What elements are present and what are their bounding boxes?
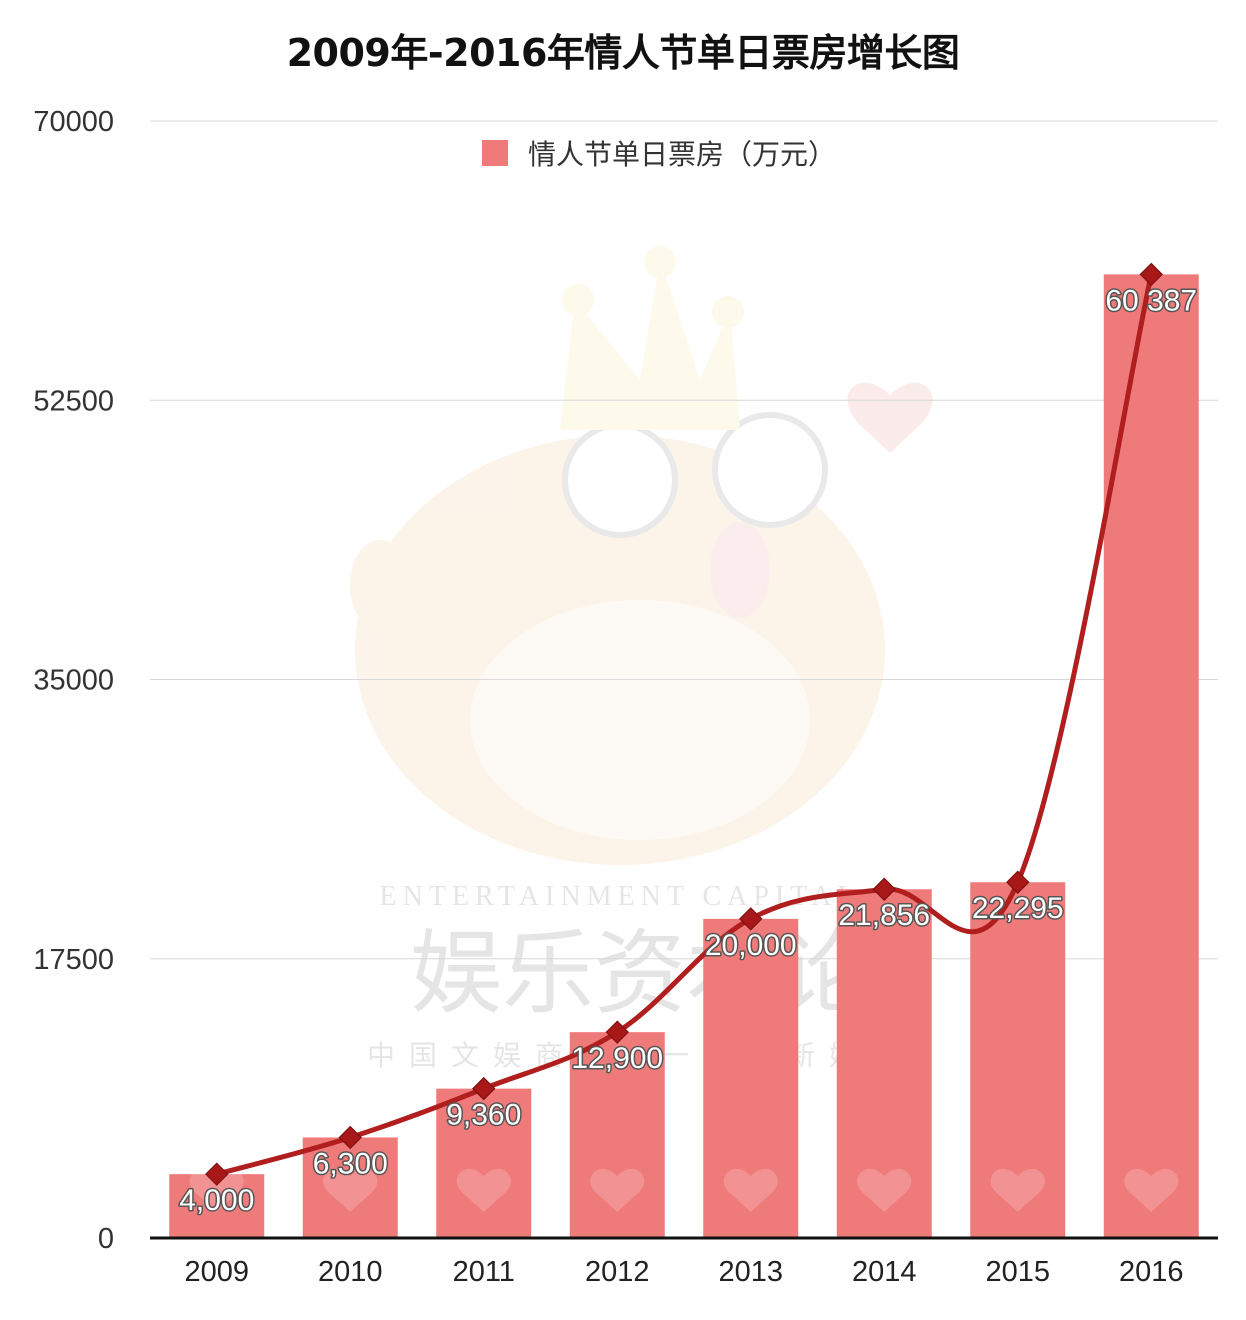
data-label: 60 387 <box>1105 284 1197 317</box>
bar <box>970 882 1066 1238</box>
x-tick-label: 2016 <box>1119 1256 1184 1288</box>
x-tick-label: 2011 <box>453 1256 515 1288</box>
data-label: 9,360 <box>446 1099 521 1132</box>
bar <box>569 1032 665 1238</box>
x-tick-label: 2013 <box>718 1256 783 1288</box>
bars <box>169 274 1199 1239</box>
line-marker <box>739 907 763 931</box>
y-tick-label: 52500 <box>33 385 114 417</box>
x-tick-label: 2009 <box>184 1256 249 1288</box>
line-markers <box>205 262 1163 1186</box>
x-tick-label: 2015 <box>985 1256 1050 1288</box>
heart-icon <box>990 1168 1045 1212</box>
line-marker <box>605 1020 629 1044</box>
y-tick-label: 17500 <box>33 944 114 976</box>
line-marker <box>1006 870 1030 894</box>
bar <box>703 918 799 1238</box>
line-marker <box>338 1125 362 1150</box>
bar <box>836 889 932 1238</box>
x-axis-ticks: 2009 2010 2011 2012 2013 2014 2015 2016 <box>184 1256 1183 1288</box>
chart-title: 2009年-2016年情人节单日票房增长图 <box>286 31 960 75</box>
heart-icon <box>456 1168 511 1212</box>
data-label: 6,300 <box>313 1147 388 1180</box>
watermark-logo: ENTERTAINMENT CAPITAL 娱乐资本论 中国文娱商业第一垂直新媒… <box>350 246 933 1072</box>
bar <box>1103 274 1199 1239</box>
heart-icon <box>189 1168 244 1212</box>
data-labels: 4,000 6,300 9,360 12,900 20,000 21,856 22,295 6… <box>178 283 1199 1219</box>
bar-hearts <box>189 1168 1179 1212</box>
bar <box>302 1137 398 1238</box>
data-label: 20,000 <box>705 929 797 962</box>
data-label: 22,295 <box>972 892 1064 925</box>
x-tick-label: 2010 <box>318 1256 383 1288</box>
heart-icon <box>323 1168 378 1212</box>
heart-icon <box>723 1168 778 1212</box>
legend: 情人节单日票房（万元） <box>482 138 836 171</box>
data-label: 12,900 <box>571 1042 663 1075</box>
data-label: 4,000 <box>179 1184 254 1217</box>
heart-icon <box>1124 1168 1179 1212</box>
legend-label: 情人节单日票房（万元） <box>528 138 836 171</box>
line-marker <box>472 1076 496 1101</box>
watermark-chinese-text: 娱乐资本论 <box>410 920 870 1027</box>
y-tick-label: 35000 <box>33 665 114 697</box>
x-tick-label: 2014 <box>852 1256 917 1288</box>
heart-icon <box>590 1168 645 1212</box>
line-marker <box>1139 262 1163 287</box>
watermark-english-text: ENTERTAINMENT CAPITAL <box>380 881 861 912</box>
y-tick-label: 70000 <box>33 106 114 138</box>
legend-swatch <box>482 140 508 166</box>
x-tick-label: 2012 <box>585 1256 650 1288</box>
line-marker <box>205 1162 229 1186</box>
y-axis-ticks: 0 17500 35000 52500 70000 <box>33 106 114 1255</box>
heart-icon <box>857 1168 912 1212</box>
bar <box>436 1088 532 1238</box>
data-label: 21,856 <box>838 899 930 932</box>
y-tick-label: 0 <box>98 1223 114 1255</box>
line-marker <box>872 877 896 901</box>
